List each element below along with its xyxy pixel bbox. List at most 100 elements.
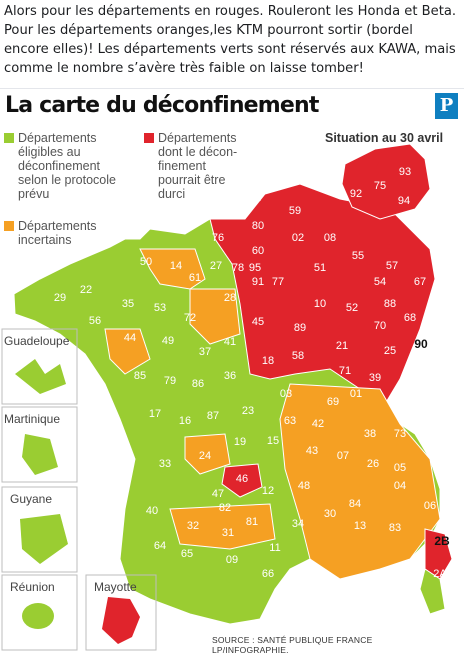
dept-76: 76 — [212, 232, 224, 244]
dept-90: 90 — [414, 337, 428, 351]
dept-10: 10 — [314, 298, 326, 310]
dept-69: 69 — [327, 396, 339, 408]
dept-13: 13 — [354, 520, 366, 532]
dept-64: 64 — [154, 540, 166, 552]
dept-09: 09 — [226, 554, 238, 566]
dept-17: 17 — [149, 408, 161, 420]
dept-84: 84 — [349, 498, 361, 510]
dept-02: 02 — [292, 232, 304, 244]
dept-40: 40 — [146, 505, 158, 517]
dept-94: 94 — [398, 195, 410, 207]
dept-95: 95 — [249, 262, 261, 274]
dept-73: 73 — [394, 428, 406, 440]
dept-88: 88 — [384, 298, 396, 310]
dept-87: 87 — [207, 410, 219, 422]
dept-92: 92 — [350, 188, 362, 200]
inset-guadeloupe: Guadeloupe — [4, 334, 70, 348]
dept-06: 06 — [424, 500, 436, 512]
dept-14: 14 — [170, 260, 182, 272]
credit-text: LP/INFOGRAPHIE. — [212, 645, 289, 655]
dept-57: 57 — [386, 260, 398, 272]
dept-04: 04 — [394, 480, 406, 492]
dept-65: 65 — [181, 548, 193, 560]
dept-33: 33 — [159, 458, 171, 470]
dept-85: 85 — [134, 370, 146, 382]
overseas-insets — [1, 328, 157, 651]
dept-15: 15 — [267, 435, 279, 447]
newspaper-logo: P — [435, 93, 458, 119]
dept-44: 44 — [124, 332, 136, 344]
dept-62: 62 — [249, 192, 261, 204]
legend-green: Départements éligibles au déconfinement … — [4, 131, 116, 201]
dept-72: 72 — [184, 312, 196, 324]
dept-58: 58 — [292, 350, 304, 362]
dept-83: 83 — [389, 522, 401, 534]
dept-18: 18 — [262, 355, 274, 367]
dept-32: 32 — [187, 520, 199, 532]
dept-30: 30 — [324, 508, 336, 520]
dept-35: 35 — [122, 298, 134, 310]
legend-orange: Départements incertains — [4, 219, 97, 247]
dept-54: 54 — [374, 276, 386, 288]
dept-68: 68 — [404, 312, 416, 324]
dept-19: 19 — [234, 436, 246, 448]
dept-34: 34 — [292, 518, 304, 530]
post-text: Alors pour les départements en rouges. R… — [4, 4, 457, 76]
dept-93: 93 — [399, 166, 411, 178]
dept-08: 08 — [324, 232, 336, 244]
inset-shapes — [15, 359, 140, 644]
dept-03: 03 — [280, 388, 292, 400]
dept-27: 27 — [210, 260, 222, 272]
dept-86: 86 — [192, 378, 204, 390]
orange-south — [169, 503, 276, 550]
orange-southeast — [279, 383, 441, 580]
legend-red-label: Départements dont le décon- finement pou… — [158, 131, 238, 201]
dept-80: 80 — [252, 220, 264, 232]
dept-71: 71 — [339, 365, 351, 377]
dept-89: 89 — [294, 322, 306, 334]
dept-59: 59 — [289, 205, 301, 217]
dept-60: 60 — [252, 245, 264, 257]
dept-07: 07 — [337, 450, 349, 462]
inset-mayotte: Mayotte — [94, 580, 137, 594]
dept-22: 22 — [80, 284, 92, 296]
dept-2A: 2A — [433, 568, 447, 580]
dept-48: 48 — [298, 480, 310, 492]
dept-39: 39 — [369, 372, 381, 384]
dept-52: 52 — [346, 302, 358, 314]
red-46 — [221, 463, 263, 498]
dept-31: 31 — [222, 527, 234, 539]
dept-38: 38 — [364, 428, 376, 440]
idf-inset — [341, 143, 431, 220]
orange-centre — [189, 288, 241, 345]
dept-23: 23 — [242, 405, 254, 417]
dept-26: 26 — [367, 458, 379, 470]
dept-61: 61 — [189, 272, 201, 284]
inset-martinique: Martinique — [4, 412, 60, 426]
dept-29: 29 — [54, 292, 66, 304]
legend-red-swatch — [144, 133, 154, 143]
dept-25: 25 — [384, 345, 396, 357]
dept-16: 16 — [179, 415, 191, 427]
dept-75: 75 — [374, 180, 386, 192]
dept-43: 43 — [306, 445, 318, 457]
dept-77: 77 — [272, 276, 284, 288]
dept-12: 12 — [262, 485, 274, 497]
dept-74: 74 — [394, 398, 406, 410]
red-2B — [424, 528, 453, 580]
department-labels: 62 59 80 02 08 60 95 91 78 77 51 55 57 5… — [54, 166, 450, 580]
dept-36: 36 — [224, 370, 236, 382]
dept-81: 81 — [246, 516, 258, 528]
dept-11: 11 — [269, 542, 280, 554]
dept-2B: 2B — [434, 534, 450, 548]
dept-05: 05 — [394, 462, 406, 474]
dept-82: 82 — [219, 502, 231, 514]
dept-28: 28 — [224, 292, 236, 304]
green-2A — [419, 568, 446, 615]
dept-63: 63 — [284, 415, 296, 427]
inset-reunion: Réunion — [10, 580, 55, 594]
legend-green-swatch — [4, 133, 14, 143]
dept-49: 49 — [162, 335, 174, 347]
dept-50: 50 — [140, 256, 152, 268]
france-map: 62 59 80 02 08 60 95 91 78 77 51 55 57 5… — [1, 143, 453, 651]
